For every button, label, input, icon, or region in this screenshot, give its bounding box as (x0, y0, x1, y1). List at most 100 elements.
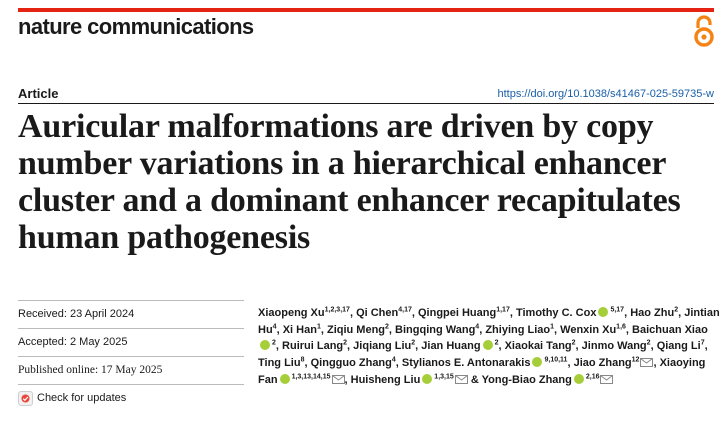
author-name[interactable]: Baichuan Xiao (632, 323, 708, 336)
author-affiliation: 4 (475, 323, 480, 331)
author-entry: Wenxin Xu1,6 (560, 323, 626, 336)
author-affiliation: 1,6 (616, 323, 626, 331)
author-entry: Ruirui Lang2 (282, 339, 348, 353)
author-name[interactable]: Ziqiu Meng (326, 323, 386, 336)
author-name[interactable]: Bingqing Wang (395, 323, 476, 336)
doi-link[interactable]: https://doi.org/10.1038/s41467-025-59735… (497, 88, 715, 100)
author-entry: Jintian Hu4 (258, 307, 720, 336)
orcid-icon[interactable] (573, 373, 584, 384)
author-affiliation: 2 (646, 339, 651, 347)
author-affiliation: 1,17 (496, 306, 510, 314)
author-name[interactable]: Qingpei Huang (417, 307, 497, 319)
author-affiliation: 1 (316, 323, 321, 331)
author-entry: Ting Liu8 (258, 356, 305, 370)
check-for-updates-icon (18, 391, 33, 406)
author-affiliation: 2 (571, 339, 576, 347)
author-entry: Ziqiu Meng2 (326, 323, 389, 336)
author-affiliation: 4 (272, 323, 277, 331)
author-affiliation: 2 (494, 339, 499, 347)
author-entry: Timothy C. Cox 5,17 (515, 306, 625, 319)
orcid-icon[interactable] (279, 373, 290, 384)
author-entry: Hao Zhu2 (630, 306, 679, 319)
author-affiliation: 7 (700, 339, 705, 347)
author-affiliation: 2 (385, 323, 389, 331)
author-affiliation: 5,17 (610, 306, 625, 314)
check-for-updates-button[interactable]: Check for updates (18, 385, 244, 412)
author-entry: Xiaoying Fan 1,3,13,14,15 (258, 357, 705, 386)
author-name[interactable]: Hao Zhu (630, 307, 675, 319)
author-affiliation: 12 (631, 356, 640, 364)
author-name[interactable]: Yong-Biao Zhang (481, 373, 572, 386)
author-entry: Bingqing Wang4 (395, 323, 480, 336)
accepted-date: Accepted: 2 May 2025 (18, 329, 244, 357)
author-affiliation: 1,3,15 (434, 373, 454, 381)
author-name[interactable]: Jiqiang Liu (353, 340, 412, 353)
author-affiliation: 8 (300, 356, 305, 364)
author-name[interactable]: Xiaokai Tang (504, 340, 572, 353)
author-entry: Qingguo Zhang4 (310, 356, 396, 370)
article-type-label: Article (18, 86, 59, 101)
author-name[interactable]: Qi Chen (356, 307, 399, 319)
author-name[interactable]: Xiaopeng Xu (258, 307, 325, 319)
orcid-icon[interactable] (260, 340, 270, 351)
author-name[interactable]: Wenxin Xu (560, 323, 617, 336)
email-icon[interactable] (331, 374, 345, 384)
author-affiliation: 4,17 (398, 306, 412, 314)
email-icon[interactable] (454, 374, 468, 384)
author-entry: Jiqiang Liu2 (353, 339, 416, 353)
author-affiliation: 2,16 (585, 373, 600, 381)
author-name[interactable]: Jinmo Wang (581, 340, 647, 353)
author-entry: Jian Huang 2 (421, 339, 499, 353)
orcid-icon[interactable] (598, 307, 609, 317)
published-date: Published online: 17 May 2025 (18, 357, 244, 385)
email-icon[interactable] (600, 374, 614, 384)
author-entry: Zhiying Liao1 (485, 323, 555, 336)
author-name[interactable]: Huisheng Liu (350, 373, 421, 386)
open-access-icon (694, 15, 714, 47)
author-name[interactable]: Xi Han (282, 323, 317, 336)
orcid-icon[interactable] (482, 340, 493, 351)
author-name[interactable]: Ting Liu (258, 357, 301, 370)
author-name[interactable]: Jian Huang (421, 340, 481, 353)
author-name[interactable]: Timothy C. Cox (515, 307, 597, 319)
author-entry: Jinmo Wang2 (581, 339, 651, 353)
journal-accent-bar (18, 8, 714, 12)
orcid-icon[interactable] (422, 373, 433, 384)
received-date: Received: 23 April 2024 (18, 300, 244, 329)
author-name[interactable]: Qiang Li (656, 340, 701, 353)
author-affiliation: 4 (391, 356, 396, 364)
author-entry: Yong-Biao Zhang 2,16 (481, 373, 614, 386)
author-affiliation: 9,10,11 (544, 356, 568, 364)
author-name[interactable]: Zhiying Liao (485, 323, 551, 336)
journal-name[interactable]: nature communications (18, 14, 254, 39)
author-entry: Xi Han1 (282, 323, 321, 336)
author-name[interactable]: Qingguo Zhang (310, 357, 392, 370)
email-icon[interactable] (640, 358, 654, 368)
author-entry: Xiaopeng Xu1,2,3,17 (258, 306, 350, 319)
author-entry: Qiang Li7 (656, 339, 705, 353)
author-affiliation: 1,3,13,14,15 (291, 373, 331, 381)
author-name[interactable]: Xiaoying Fan (258, 357, 706, 386)
author-entry: Qi Chen4,17 (356, 306, 412, 319)
author-name[interactable]: Stylianos E. Antonarakis (401, 357, 531, 370)
author-name[interactable]: Jintian Hu (258, 307, 720, 336)
author-name[interactable]: Jiao Zhang (573, 357, 632, 370)
author-name[interactable]: Ruirui Lang (282, 340, 344, 353)
author-affiliation: 2 (272, 339, 276, 347)
article-title: Auricular malformations are driven by co… (18, 108, 681, 256)
orcid-icon[interactable] (532, 357, 543, 368)
check-for-updates-label: Check for updates (37, 392, 127, 404)
author-affiliation: 1,2,3,17 (324, 306, 350, 314)
author-affiliation: 1 (550, 323, 555, 331)
author-entry: Stylianos E. Antonarakis 9,10,11 (401, 356, 568, 370)
header-divider (18, 103, 714, 104)
author-entry: Jiao Zhang12 (573, 356, 654, 370)
article-dates-panel: Received: 23 April 2024 Accepted: 2 May … (18, 300, 244, 412)
author-affiliation: 2 (343, 339, 348, 347)
author-affiliation: 2 (674, 306, 679, 314)
author-entry: Huisheng Liu 1,3,15 (350, 373, 468, 386)
author-entry: Qingpei Huang1,17 (417, 306, 510, 319)
author-affiliation: 2 (411, 339, 416, 347)
author-entry: Baichuan Xiao 2 (258, 324, 708, 353)
author-list: Xiaopeng Xu1,2,3,17, Qi Chen4,17, Qingpe… (258, 306, 720, 386)
